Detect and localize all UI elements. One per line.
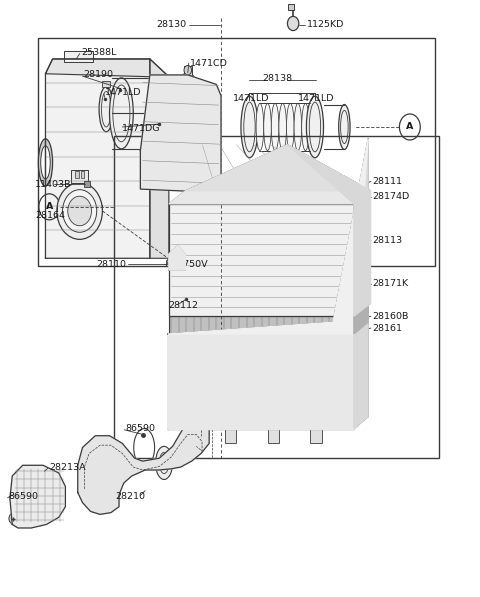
Polygon shape [169, 245, 185, 270]
Text: 28138: 28138 [262, 74, 292, 83]
Bar [114, 136, 439, 458]
Text: 28213A: 28213A [49, 463, 86, 472]
Bar [71, 170, 88, 183]
Text: 86590: 86590 [125, 424, 155, 433]
Text: 25388L: 25388L [81, 48, 117, 57]
Bar [64, 51, 93, 62]
Polygon shape [46, 59, 150, 259]
Ellipse shape [68, 196, 92, 226]
Bar [38, 38, 434, 266]
Bar [184, 66, 192, 75]
Text: 28110: 28110 [96, 260, 126, 269]
Circle shape [355, 190, 367, 204]
Polygon shape [185, 144, 371, 191]
Text: 28164: 28164 [35, 211, 65, 220]
Bar [75, 171, 79, 179]
Text: 28161: 28161 [372, 324, 402, 333]
Text: 28112: 28112 [168, 301, 198, 310]
Text: 1471LD: 1471LD [298, 94, 335, 103]
Polygon shape [354, 139, 368, 429]
Circle shape [354, 275, 367, 292]
Text: 1471LD: 1471LD [105, 88, 141, 97]
Ellipse shape [256, 103, 264, 150]
Ellipse shape [41, 146, 50, 179]
Polygon shape [288, 144, 371, 204]
Bar [81, 171, 84, 179]
Ellipse shape [294, 103, 301, 150]
Bar [169, 204, 354, 316]
Circle shape [357, 312, 366, 324]
Ellipse shape [287, 103, 294, 150]
Text: 1471CD: 1471CD [190, 59, 228, 67]
Ellipse shape [241, 96, 258, 158]
Ellipse shape [301, 103, 309, 150]
Polygon shape [78, 420, 209, 515]
Polygon shape [169, 191, 371, 204]
Polygon shape [168, 139, 368, 334]
Bar [182, 427, 193, 444]
Ellipse shape [57, 183, 102, 239]
Text: 3750V: 3750V [178, 260, 208, 269]
Text: 28130: 28130 [157, 20, 187, 29]
Circle shape [288, 16, 299, 30]
Circle shape [358, 325, 365, 333]
Text: 1471LD: 1471LD [233, 94, 269, 103]
Text: 1471DG: 1471DG [122, 124, 161, 133]
Polygon shape [140, 75, 221, 192]
Ellipse shape [62, 190, 96, 232]
Ellipse shape [86, 455, 114, 500]
Bar [310, 427, 322, 444]
Text: A: A [406, 122, 414, 131]
Circle shape [184, 66, 192, 75]
Text: 1125KD: 1125KD [306, 20, 344, 29]
Text: 28160B: 28160B [372, 312, 408, 321]
Ellipse shape [38, 139, 53, 186]
Text: 28171K: 28171K [372, 279, 408, 288]
Bar [169, 316, 354, 334]
Bar [102, 81, 110, 87]
Text: 28190: 28190 [84, 70, 113, 79]
Ellipse shape [174, 73, 202, 158]
Ellipse shape [279, 103, 287, 150]
Ellipse shape [109, 78, 133, 149]
Bar [225, 427, 236, 444]
Ellipse shape [306, 96, 324, 158]
Polygon shape [354, 304, 368, 334]
Text: 28113: 28113 [372, 236, 402, 245]
Polygon shape [150, 59, 169, 259]
Circle shape [9, 513, 17, 524]
Text: 28174D: 28174D [372, 192, 409, 201]
Polygon shape [10, 465, 65, 528]
Text: 86590: 86590 [9, 492, 38, 501]
Ellipse shape [339, 104, 350, 149]
Text: 11403B: 11403B [35, 180, 72, 189]
Ellipse shape [99, 87, 113, 132]
Text: 28210: 28210 [115, 492, 145, 501]
Ellipse shape [156, 447, 173, 479]
Bar [267, 427, 279, 444]
Polygon shape [354, 191, 371, 316]
Polygon shape [46, 59, 169, 87]
Polygon shape [168, 334, 354, 429]
Text: A: A [46, 202, 53, 211]
Ellipse shape [264, 103, 271, 150]
Text: 28111: 28111 [372, 177, 402, 186]
Ellipse shape [271, 103, 279, 150]
